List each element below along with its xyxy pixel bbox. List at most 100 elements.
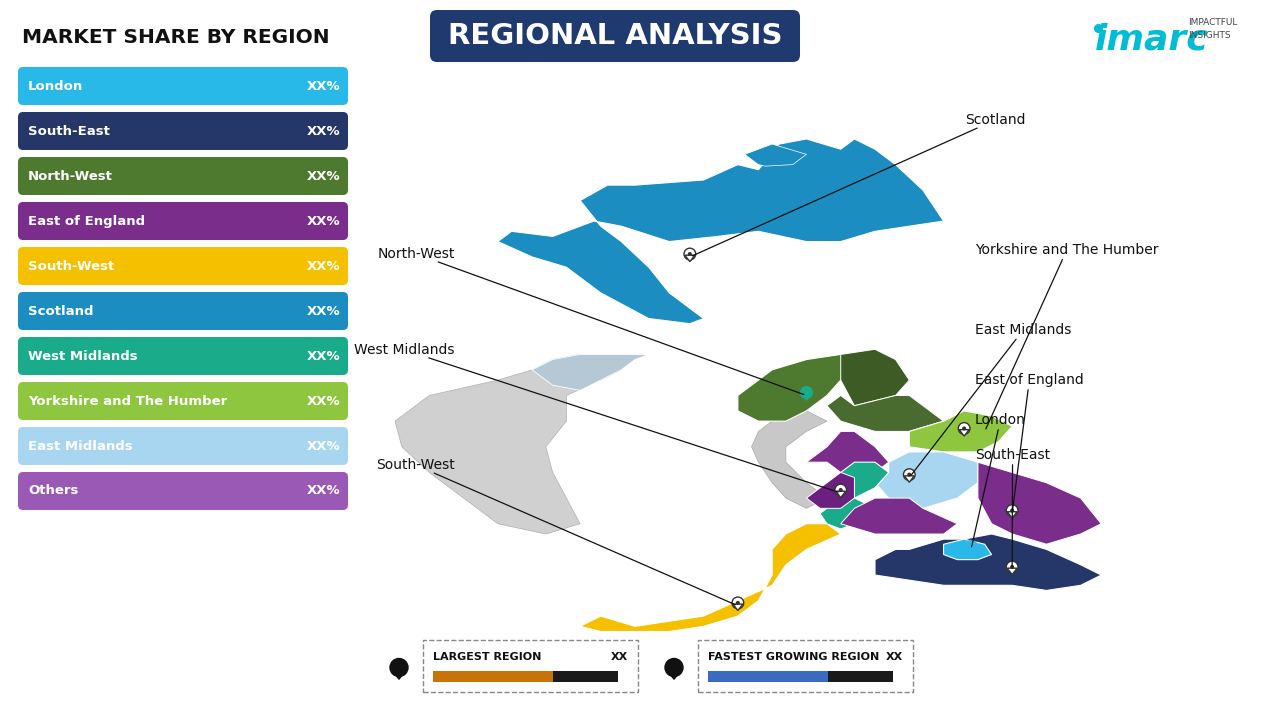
Circle shape	[904, 469, 915, 480]
Text: XX%: XX%	[306, 125, 340, 138]
Polygon shape	[801, 394, 812, 400]
Circle shape	[959, 423, 970, 434]
Circle shape	[838, 488, 842, 492]
Text: XX%: XX%	[306, 79, 340, 92]
FancyBboxPatch shape	[698, 640, 913, 692]
Text: IMPACTFUL
INSIGHTS: IMPACTFUL INSIGHTS	[1188, 18, 1238, 40]
Text: XX%: XX%	[306, 439, 340, 452]
Text: East Midlands: East Midlands	[911, 323, 1071, 475]
Circle shape	[965, 541, 977, 552]
Text: XX%: XX%	[306, 485, 340, 498]
Circle shape	[1010, 508, 1014, 513]
Text: XX%: XX%	[306, 305, 340, 318]
FancyBboxPatch shape	[18, 112, 348, 150]
Text: North-West: North-West	[28, 169, 113, 182]
Polygon shape	[909, 411, 1012, 452]
Polygon shape	[904, 476, 914, 482]
Text: XX: XX	[611, 652, 628, 662]
FancyBboxPatch shape	[18, 427, 348, 465]
FancyBboxPatch shape	[430, 10, 800, 62]
Circle shape	[908, 472, 911, 477]
Polygon shape	[841, 498, 957, 534]
Bar	[708, 671, 828, 682]
Text: Scotland: Scotland	[692, 113, 1025, 256]
Circle shape	[1006, 505, 1018, 516]
Text: XX%: XX%	[306, 259, 340, 272]
Circle shape	[736, 601, 740, 605]
Text: LARGEST REGION: LARGEST REGION	[433, 652, 541, 662]
Polygon shape	[396, 354, 621, 534]
FancyBboxPatch shape	[18, 247, 348, 285]
Text: East Midlands: East Midlands	[28, 439, 133, 452]
Circle shape	[804, 390, 809, 395]
Bar	[828, 671, 893, 682]
Text: REGIONAL ANALYSIS: REGIONAL ANALYSIS	[448, 22, 782, 50]
Circle shape	[963, 426, 966, 431]
Text: West Midlands: West Midlands	[355, 343, 838, 492]
FancyBboxPatch shape	[18, 337, 348, 375]
Polygon shape	[820, 498, 876, 529]
Circle shape	[396, 665, 402, 670]
Polygon shape	[685, 255, 695, 261]
Polygon shape	[667, 670, 682, 679]
Text: North-West: North-West	[378, 247, 804, 395]
Text: XX%: XX%	[306, 395, 340, 408]
Circle shape	[800, 387, 813, 398]
Polygon shape	[392, 670, 407, 679]
Polygon shape	[806, 431, 888, 477]
Text: Yorkshire and The Humber: Yorkshire and The Humber	[975, 243, 1158, 429]
Polygon shape	[959, 430, 969, 436]
Text: imarc: imarc	[1094, 22, 1208, 56]
FancyBboxPatch shape	[18, 292, 348, 330]
Text: FASTEST GROWING REGION: FASTEST GROWING REGION	[708, 652, 879, 662]
Text: East of England: East of England	[975, 373, 1084, 510]
Polygon shape	[1007, 512, 1018, 518]
Text: Yorkshire and The Humber: Yorkshire and The Humber	[28, 395, 228, 408]
Circle shape	[390, 659, 408, 677]
Circle shape	[1010, 565, 1014, 569]
Polygon shape	[737, 354, 855, 421]
Polygon shape	[966, 548, 975, 554]
FancyBboxPatch shape	[18, 67, 348, 105]
FancyBboxPatch shape	[18, 157, 348, 195]
Polygon shape	[532, 354, 649, 390]
Text: South-West: South-West	[376, 458, 735, 605]
Polygon shape	[836, 491, 846, 498]
Bar	[553, 671, 618, 682]
Text: Others: Others	[28, 485, 78, 498]
FancyBboxPatch shape	[422, 640, 637, 692]
Circle shape	[732, 597, 744, 608]
Text: London: London	[972, 413, 1025, 546]
FancyBboxPatch shape	[18, 382, 348, 420]
Polygon shape	[733, 604, 742, 611]
FancyBboxPatch shape	[18, 202, 348, 240]
Polygon shape	[806, 472, 855, 508]
Text: Scotland: Scotland	[28, 305, 93, 318]
Text: London: London	[28, 79, 83, 92]
Text: XX%: XX%	[306, 215, 340, 228]
Text: East of England: East of England	[28, 215, 145, 228]
Polygon shape	[876, 452, 978, 508]
Polygon shape	[820, 462, 888, 503]
Polygon shape	[841, 349, 909, 406]
Polygon shape	[978, 462, 1101, 544]
Bar	[433, 671, 553, 682]
Text: South-West: South-West	[28, 259, 114, 272]
Circle shape	[969, 544, 973, 549]
Text: MARKET SHARE BY REGION: MARKET SHARE BY REGION	[22, 28, 330, 47]
Polygon shape	[876, 534, 1101, 590]
Polygon shape	[1007, 568, 1018, 575]
Text: XX: XX	[886, 652, 902, 662]
Text: XX%: XX%	[306, 349, 340, 362]
Text: West Midlands: West Midlands	[28, 349, 138, 362]
Text: XX%: XX%	[306, 169, 340, 182]
Circle shape	[687, 252, 692, 256]
Circle shape	[671, 665, 677, 670]
Circle shape	[1006, 561, 1018, 573]
Polygon shape	[580, 523, 841, 631]
FancyBboxPatch shape	[18, 472, 348, 510]
Circle shape	[835, 484, 846, 496]
Text: South-East: South-East	[28, 125, 110, 138]
Polygon shape	[751, 411, 827, 508]
Polygon shape	[745, 144, 806, 166]
